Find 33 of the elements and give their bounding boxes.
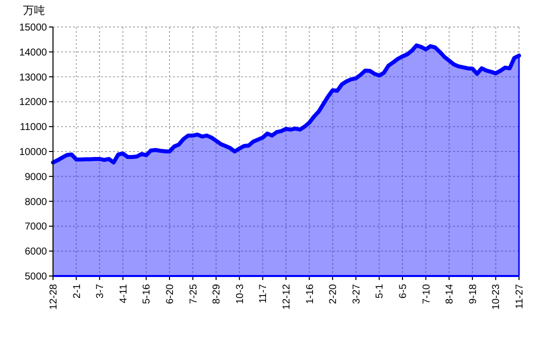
y-axis-title: 万吨 [23,4,45,17]
x-tick-label: 5-16 [142,284,153,304]
x-tick-label: 3-7 [95,284,106,298]
x-tick-label: 12-12 [282,284,292,310]
x-tick-label: 10-23 [491,284,502,310]
x-tick-label: 12-28 [48,284,60,310]
x-tick-label: 8-29 [212,284,223,304]
y-tick-label: 12000 [19,97,48,108]
y-tick-label: 8000 [24,196,48,208]
x-tick-label: 5-1 [374,284,386,298]
y-tick-label: 9000 [24,172,48,183]
y-tick-label: 6000 [24,246,48,258]
y-tick-label: 13000 [19,72,48,84]
x-tick-label: 11-7 [258,284,270,304]
x-tick-label: 7-25 [188,284,200,304]
x-tick-label: 11-27 [514,284,526,309]
x-tick-label: 2-20 [328,284,340,304]
y-tick-label: 15000 [19,22,48,34]
x-tick-label: 6-5 [398,284,409,298]
y-tick-label: 11000 [20,122,48,134]
x-tick-label: 2-1 [72,284,83,298]
y-tick-label: 14000 [19,47,48,58]
x-tick-label: 1-16 [304,284,316,304]
y-tick-label: 5000 [24,272,48,282]
y-tick-label: 10000 [19,147,48,158]
y-tick-label: 7000 [24,222,48,233]
x-tick-label: 3-27 [351,284,362,304]
x-tick-label: 6-20 [165,284,176,304]
x-tick-label: 9-18 [468,284,479,304]
x-tick-label: 8-14 [444,284,456,304]
x-tick-label: 7-10 [421,284,432,304]
x-tick-label: 10-3 [234,284,246,304]
x-tick-label: 4-11 [118,284,130,304]
